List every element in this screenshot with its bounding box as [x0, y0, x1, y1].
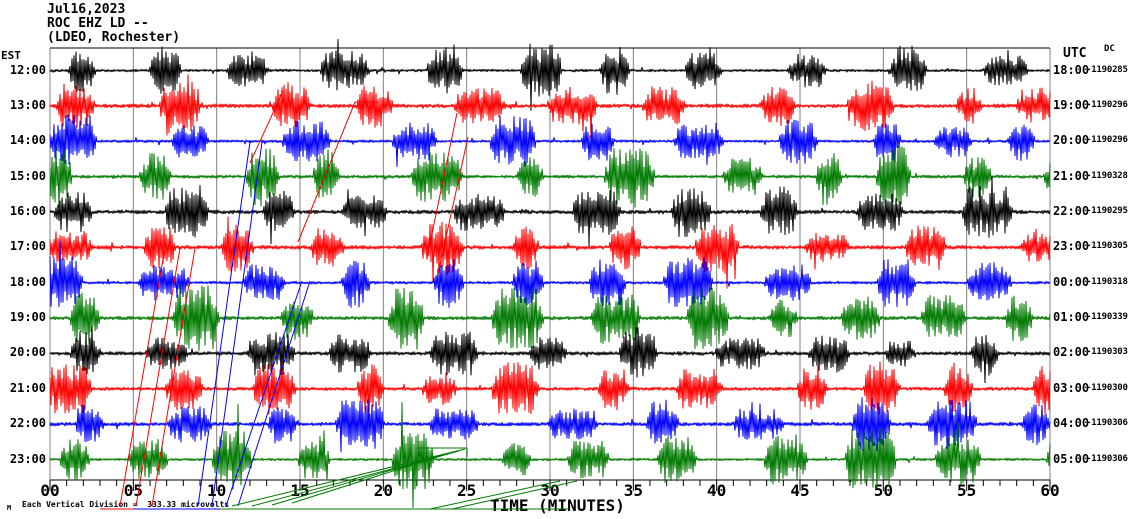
minute-tick-label: 50: [873, 481, 893, 500]
seismo-trace-1800: [49, 240, 1051, 308]
header-location: (LDEO, Rochester): [47, 30, 181, 45]
utc-hour-label: 00:00: [1053, 274, 1090, 289]
est-hour-label: 23:00: [9, 451, 46, 466]
est-hour-label: 15:00: [9, 168, 46, 183]
glitch-line-green: [231, 448, 466, 507]
header-station: ROC EHZ LD --: [47, 16, 149, 31]
est-hour-label: 12:00: [9, 62, 46, 77]
dc-offset-value: -1190306: [1086, 418, 1128, 429]
utc-hour-label: 18:00: [1053, 62, 1090, 77]
seismo-trace-1300: [49, 74, 1051, 139]
est-hour-label: 13:00: [9, 97, 46, 112]
dc-offset-value: -1190303: [1086, 347, 1128, 358]
utc-hour-label: 20:00: [1053, 133, 1090, 148]
utc-hour-label: 05:00: [1053, 451, 1090, 466]
glitch-line-blue: [237, 280, 311, 507]
dc-offset-value: -1190296: [1086, 135, 1128, 146]
est-hour-label: 14:00: [9, 133, 46, 148]
glitch-line-blue: [225, 280, 303, 507]
dc-offset-value: -1190295: [1086, 205, 1128, 216]
scale-note: Each Vertical Division = 333.33 microvol…: [22, 500, 230, 509]
minute-tick-label: 40: [707, 481, 727, 500]
glitch-line-red: [151, 247, 196, 507]
seismo-trace-1200: [49, 39, 1051, 111]
dc-offset-value: -1190296: [1086, 99, 1128, 110]
utc-hour-label: 01:00: [1053, 310, 1090, 325]
minute-tick-label: 00: [40, 481, 60, 500]
est-hour-label: 18:00: [9, 274, 46, 289]
corner-mark: M: [7, 504, 12, 512]
glitch-line-red: [297, 101, 356, 243]
est-hour-label: 20:00: [9, 345, 46, 360]
dc-offset-value: -1190306: [1086, 453, 1128, 464]
glitch-line-blue: [197, 141, 251, 507]
dc-offset-value: -1190305: [1086, 241, 1128, 252]
minute-tick-label: 10: [207, 481, 227, 500]
seismo-trace-1400: [49, 114, 1051, 167]
dc-offset-value: -1190339: [1086, 312, 1128, 323]
utc-hour-label: 03:00: [1053, 380, 1090, 395]
utc-hour-label: 22:00: [1053, 203, 1090, 218]
est-hour-label: 17:00: [9, 239, 46, 254]
est-hour-label: 16:00: [9, 203, 46, 218]
seismo-trace-2100: [49, 361, 1051, 421]
left-timezone-label: EST: [1, 49, 21, 62]
minute-tick-label: 20: [373, 481, 393, 500]
seismo-trace-1600: [49, 175, 1051, 247]
dc-column-label: DC: [1104, 44, 1115, 54]
seismo-trace-2000: [49, 326, 1051, 384]
glitch-line-red: [135, 247, 181, 507]
est-hour-label: 19:00: [9, 310, 46, 325]
right-timezone-label: UTC: [1063, 46, 1087, 61]
x-axis-title: TIME (MINUTES): [490, 496, 625, 515]
utc-hour-label: 23:00: [1053, 239, 1090, 254]
minute-tick-label: 25: [457, 481, 477, 500]
minute-tick-label: 45: [790, 481, 810, 500]
seismo-trace-1700: [49, 216, 1051, 289]
minute-tick-label: 15: [290, 481, 310, 500]
dc-offset-value: -1190328: [1086, 170, 1128, 181]
est-hour-label: 21:00: [9, 380, 46, 395]
glitch-line-red: [249, 90, 284, 164]
minute-tick-label: 60: [1040, 481, 1060, 500]
header-date: Jul16,2023: [47, 2, 126, 17]
seismo-trace-2200: [49, 397, 1051, 453]
minute-tick-label: 55: [957, 481, 977, 500]
dc-offset-value: -1190285: [1086, 64, 1128, 75]
dc-offset-value: -1190300: [1086, 382, 1128, 393]
glitch-line-blue: [211, 141, 263, 507]
seismo-trace-1900: [49, 284, 1051, 351]
glitch-line-red: [119, 247, 166, 507]
seismo-trace-1500: [49, 145, 1051, 208]
utc-hour-label: 04:00: [1053, 416, 1090, 431]
utc-hour-label: 19:00: [1053, 97, 1090, 112]
dc-offset-value: -1190318: [1086, 276, 1128, 287]
utc-hour-label: 02:00: [1053, 345, 1090, 360]
utc-hour-label: 21:00: [1053, 168, 1090, 183]
glitch-line-red: [426, 112, 458, 259]
est-hour-label: 22:00: [9, 416, 46, 431]
glitch-line-red: [436, 136, 469, 279]
minute-tick-label: 05: [123, 481, 143, 500]
